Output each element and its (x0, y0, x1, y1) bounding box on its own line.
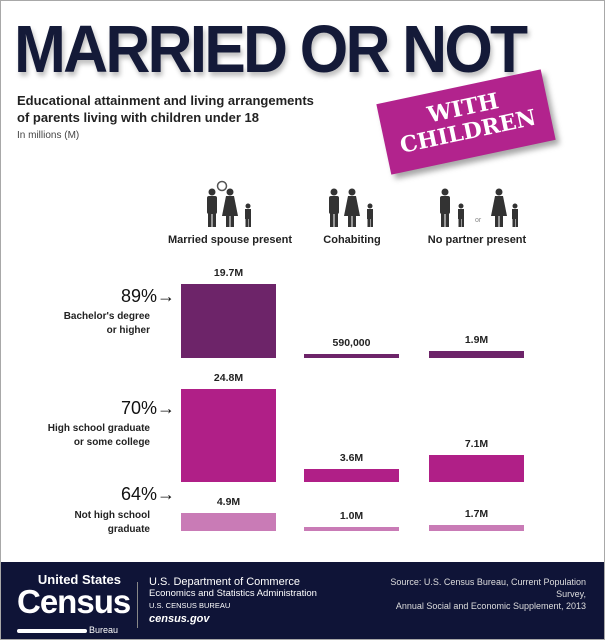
bar (181, 389, 276, 482)
row-label-line: or higher (106, 325, 150, 336)
logo-text: Bureau (89, 625, 119, 635)
data-label: 7.1M (464, 438, 489, 451)
row-label-not-hs: Not high school graduate (0, 509, 150, 537)
row-percent-bachelor: 89%→ (120, 286, 175, 306)
bar (181, 512, 276, 531)
bar (429, 455, 524, 482)
website-link[interactable]: census.gov (149, 613, 210, 625)
subtitle: Educational attainment and living arrang… (17, 92, 357, 126)
bar (429, 350, 524, 358)
logo-text: United States (37, 572, 121, 587)
row-label-line: graduate (107, 524, 150, 535)
unit-note: In millions (M) (17, 130, 80, 141)
dept-line: U.S. CENSUS BUREAU (149, 601, 231, 610)
row-percent-not-hs: 64%→ (120, 484, 175, 504)
subtitle-line: Educational attainment and living arrang… (17, 93, 314, 108)
data-label: 1.7M (464, 507, 489, 520)
source-line: Annual Social and Economic Supplement, 2… (395, 601, 586, 611)
single-parent-icon: or (407, 180, 547, 235)
bar (304, 354, 399, 358)
row-label-line: High school graduate (47, 423, 150, 434)
or-text: or (475, 217, 482, 224)
data-label: 1.9M (464, 333, 489, 346)
row-label-hs: High school graduate or some college (0, 422, 150, 450)
bar (429, 524, 524, 531)
data-label: 1.0M (339, 510, 364, 522)
page-title: MARRIED OR NOT (14, 12, 528, 87)
bar (304, 468, 399, 482)
logo-text: Census (17, 583, 131, 620)
dept-line: Economics and Statistics Administration (149, 588, 317, 599)
column-label-married: Married spouse present (167, 234, 293, 246)
data-label: 19.7M (213, 267, 244, 280)
married-family-ring-icon (160, 180, 300, 235)
bar (181, 284, 276, 358)
percent-value: 70% (120, 398, 157, 418)
bar (304, 527, 399, 531)
subtitle-line: of parents living with children under 18 (17, 110, 259, 125)
row-label-line: Bachelor's degree (63, 311, 150, 322)
row-label-line: or some college (73, 437, 150, 448)
column-label-cohabiting: Cohabiting (323, 234, 381, 246)
data-label: 4.9M (216, 495, 241, 508)
department-info: U.S. Department of Commerce Economics an… (149, 576, 317, 625)
row-percent-hs: 70%→ (120, 398, 175, 418)
percent-value: 64% (120, 484, 157, 504)
census-logo[interactable]: United States Census Bureau (17, 572, 131, 635)
source-line: Source: U.S. Census Bureau, Current Popu… (390, 577, 586, 599)
column-label-no-partner: No partner present (427, 234, 527, 246)
percent-value: 89% (120, 286, 157, 306)
data-label: 590,000 (332, 337, 371, 349)
row-label-bachelor: Bachelor's degree or higher (0, 310, 150, 338)
source-note: Source: U.S. Census Bureau, Current Popu… (373, 576, 586, 612)
dept-line: U.S. Department of Commerce (149, 576, 300, 588)
footer: United States Census Bureau U.S. Departm… (1, 562, 604, 639)
cohabiting-family-icon (282, 180, 422, 235)
data-label: 24.8M (213, 372, 244, 384)
divider (137, 582, 138, 628)
data-label: 3.6M (339, 451, 364, 464)
row-label-line: Not high school (74, 510, 150, 521)
logo-underline (17, 629, 87, 633)
